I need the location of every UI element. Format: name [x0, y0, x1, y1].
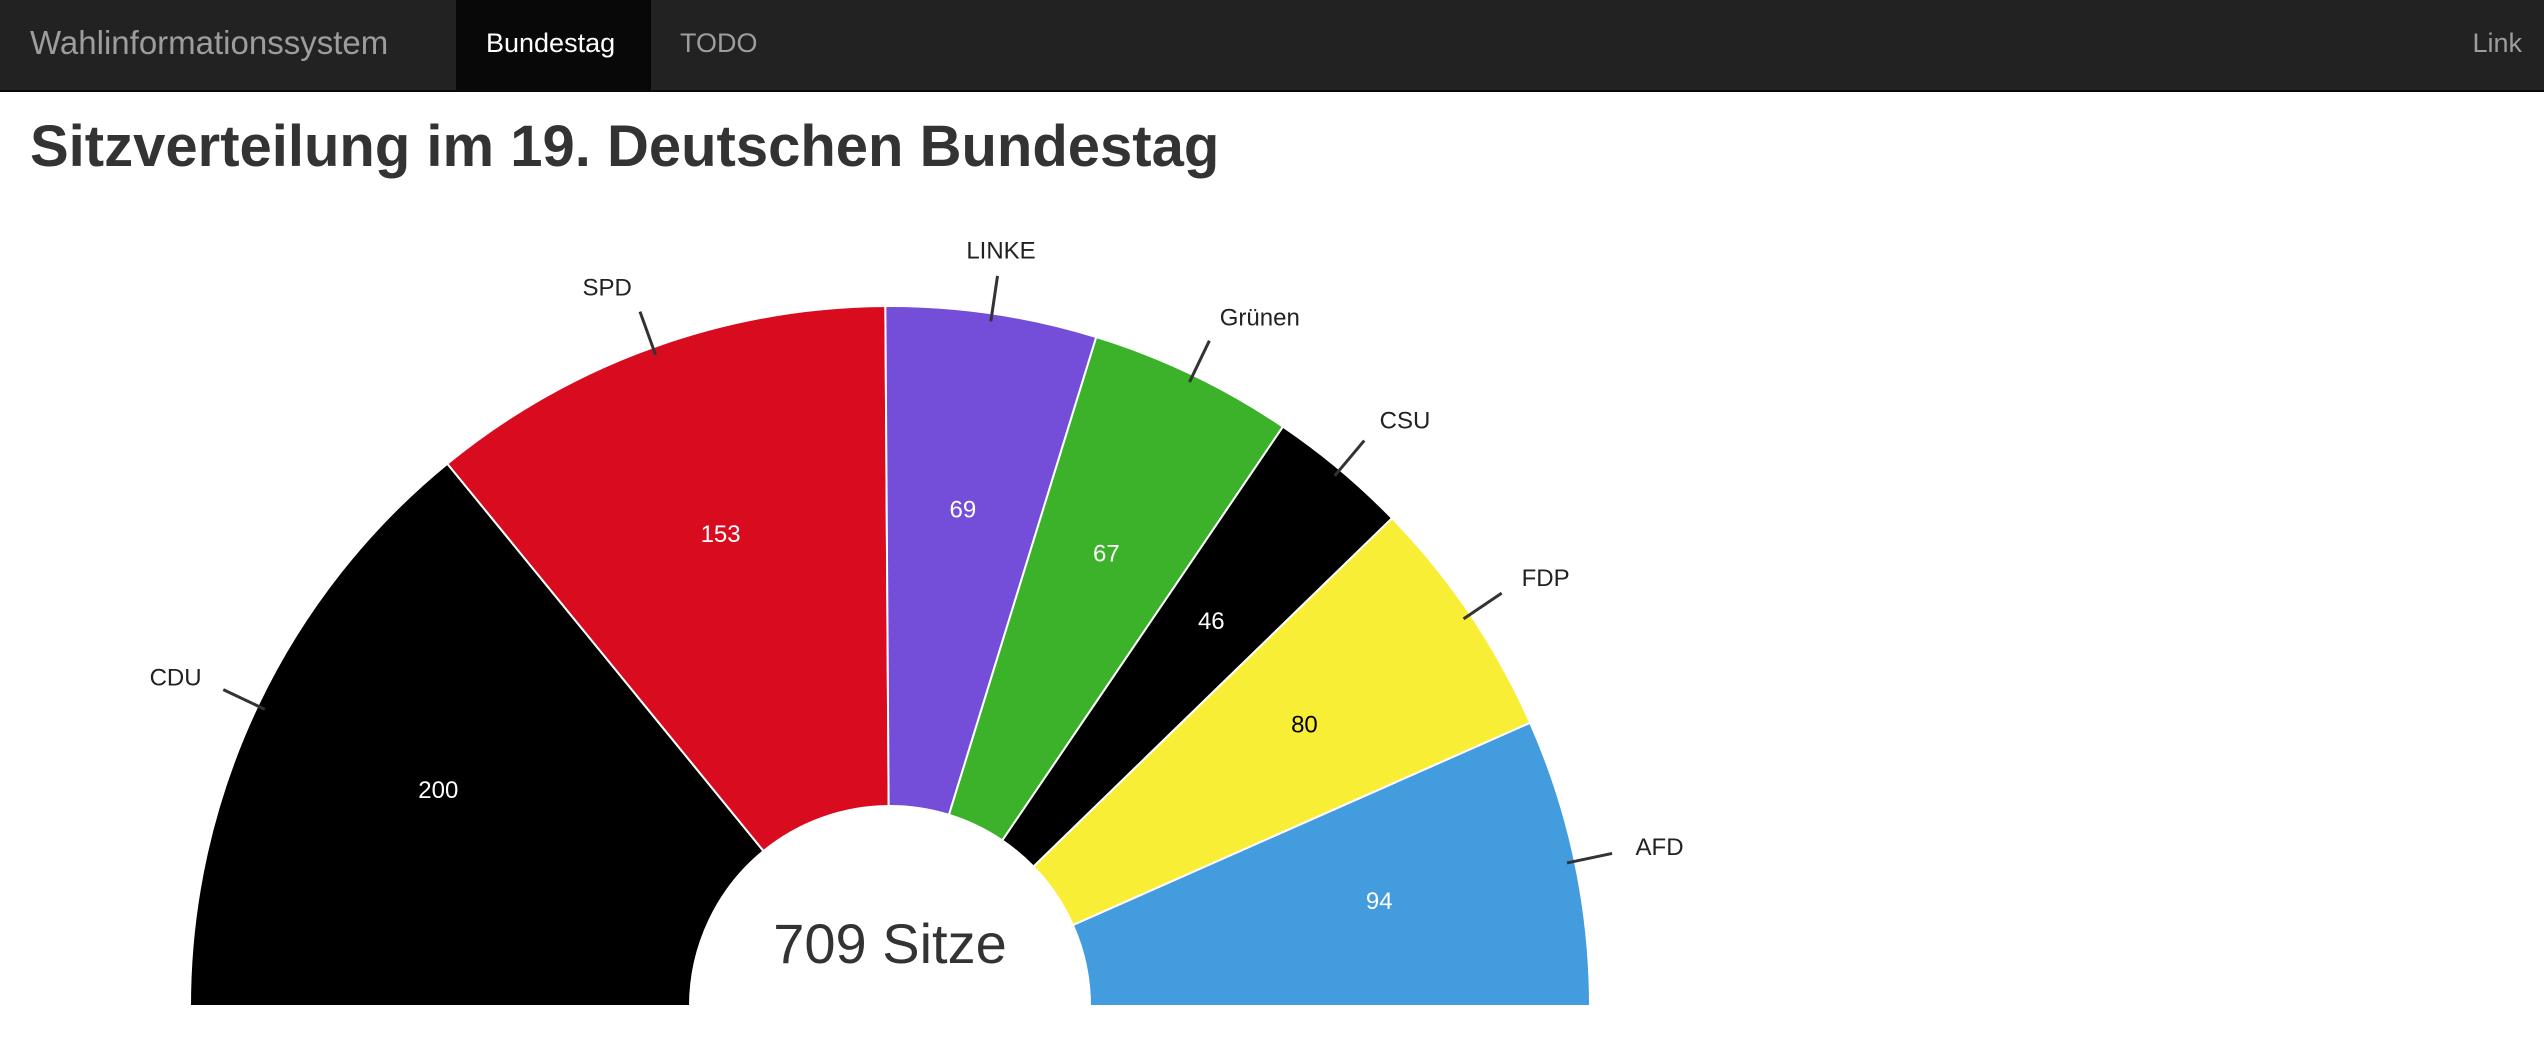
- leader-line-grünen: [1188, 340, 1211, 383]
- value-label-fdp: 80: [1291, 712, 1318, 739]
- value-label-cdu: 200: [418, 777, 458, 804]
- party-label-linke: LINKE: [966, 237, 1035, 264]
- page-title: Sitzverteilung im 19. Deutschen Bundesta…: [30, 114, 1220, 179]
- brand-link[interactable]: Wahlinformationssystem: [30, 24, 389, 61]
- value-label-csu: 46: [1198, 608, 1225, 635]
- party-label-csu: CSU: [1380, 407, 1431, 434]
- leader-line-csu: [1333, 439, 1366, 477]
- nav-item-todo[interactable]: TODO: [680, 28, 758, 58]
- leader-line-fdp: [1462, 591, 1503, 621]
- slice-spd: [445, 305, 890, 853]
- navbar: Wahlinformationssystem Bundestag TODO Li…: [0, 0, 2544, 92]
- value-label-linke: 69: [950, 497, 977, 524]
- slice-fdp: [1032, 516, 1532, 927]
- party-label-spd: SPD: [582, 274, 631, 301]
- leader-line-spd: [638, 311, 657, 356]
- value-label-afd: 94: [1366, 888, 1393, 915]
- leader-line-cdu: [222, 688, 266, 711]
- total-seats-label: 709 Sitze: [773, 912, 1007, 975]
- value-label-grünen: 67: [1093, 541, 1120, 568]
- party-label-fdp: FDP: [1522, 565, 1570, 592]
- party-label-afd: AFD: [1636, 834, 1684, 861]
- leader-line-afd: [1566, 851, 1613, 865]
- nav-link[interactable]: Link: [2472, 28, 2522, 58]
- value-label-spd: 153: [701, 521, 741, 548]
- nav-item-bundestag[interactable]: Bundestag: [456, 0, 651, 92]
- slice-cdu: [188, 462, 765, 1007]
- leader-line-linke: [989, 275, 1000, 322]
- party-label-cdu: CDU: [150, 665, 202, 692]
- party-label-grünen: Grünen: [1220, 304, 1300, 331]
- slice-afd: [1071, 721, 1592, 1007]
